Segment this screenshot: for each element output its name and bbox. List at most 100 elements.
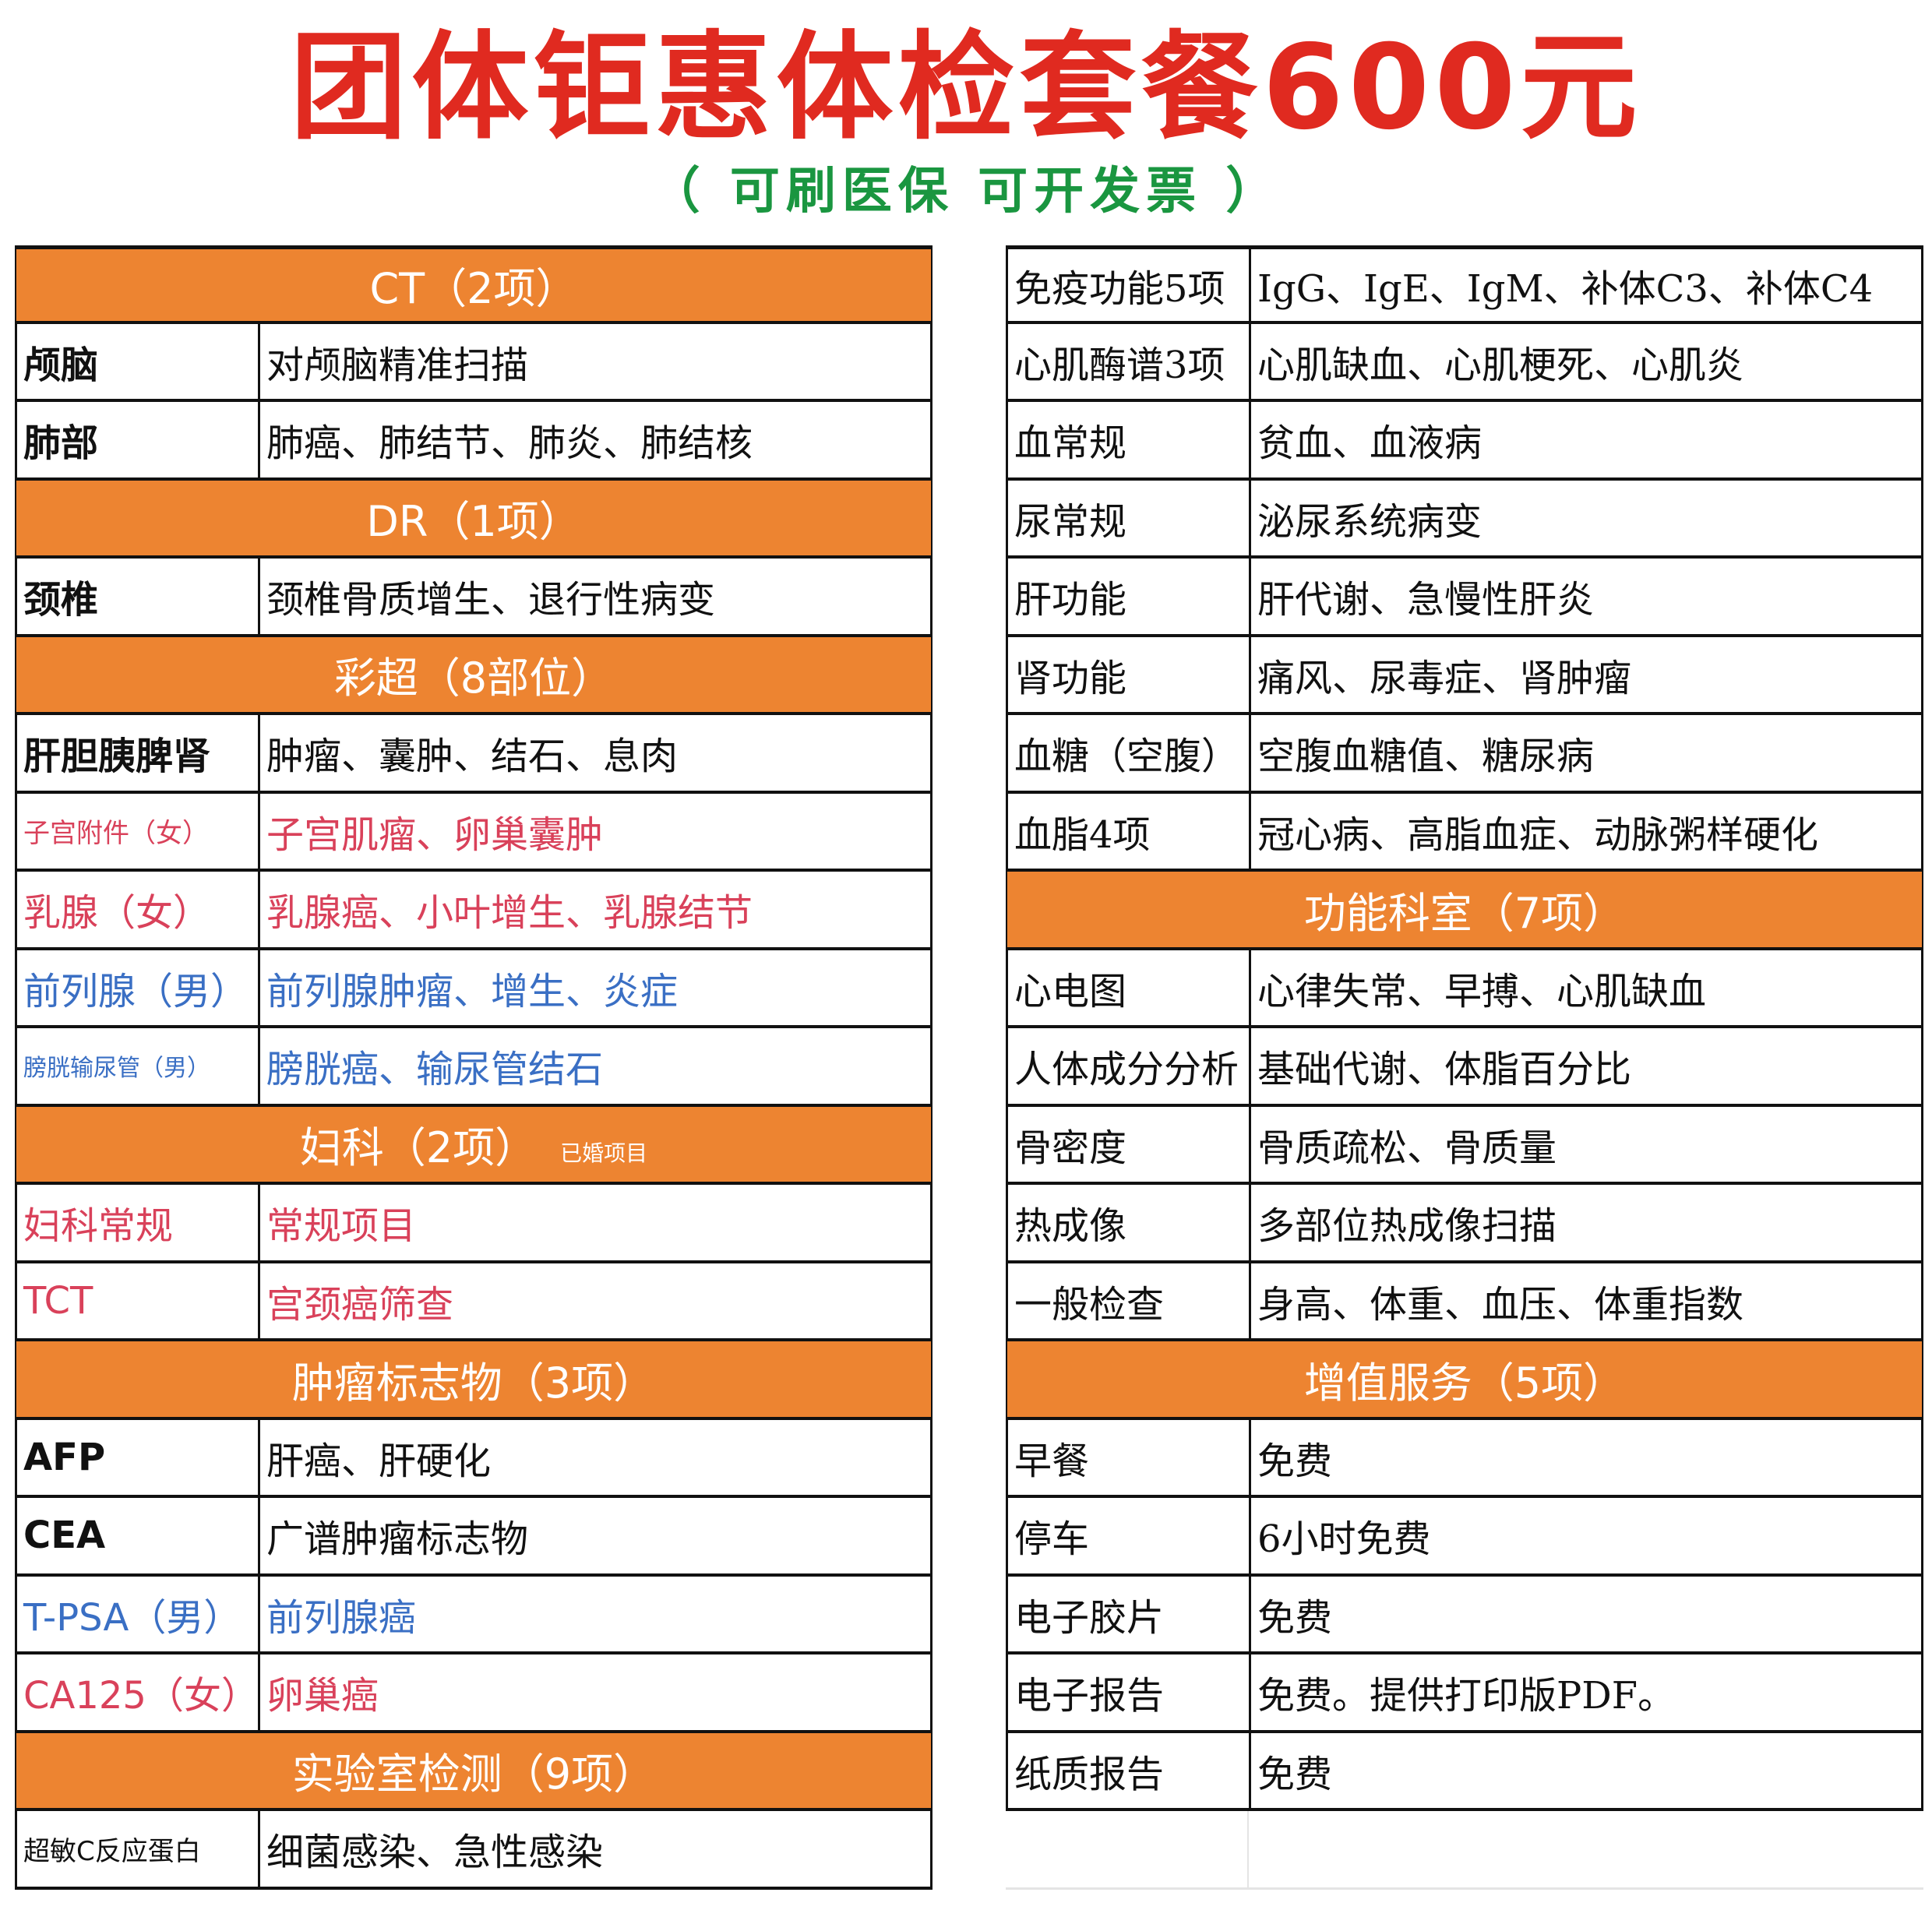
section-title: 实验室检测（9项） (291, 1750, 656, 1799)
item-description: 免费 (1257, 1439, 1333, 1483)
item-description: 膀胱癌、输尿管结石 (266, 1048, 604, 1092)
table-row: 血糖（空腹） 空腹血糖值、糖尿病 (1006, 715, 1923, 794)
item-description: 空腹血糖值、糖尿病 (1257, 735, 1595, 779)
item-name: 血脂4项 (1008, 793, 1251, 869)
item-name: 前列腺（男） (17, 950, 260, 1025)
table-row: 心肌酶谱3项 心肌缺血、心肌梗死、心肌炎 (1006, 323, 1923, 402)
item-description: IgG、IgE、IgM、补体C3、补体C4 (1257, 266, 1874, 311)
page-title: 团体钜惠体检套餐600元 (290, 20, 1642, 156)
item-description: 对颅脑精准扫描 (266, 343, 529, 387)
item-name: 热成像 (1008, 1185, 1251, 1260)
item-name: TCT (17, 1263, 260, 1338)
item-name: 超敏C反应蛋白 (17, 1811, 260, 1887)
item-name: 颈椎 (17, 559, 260, 634)
item-description: 前列腺癌 (266, 1595, 417, 1640)
table-row: 热成像 多部位热成像扫描 (1006, 1185, 1923, 1263)
item-description: 基础代谢、体脂百分比 (1257, 1048, 1632, 1092)
table-row: 电子胶片 免费 (1006, 1576, 1923, 1654)
item-name: 尿常规 (1008, 480, 1251, 555)
table-row: 颅脑 对颅脑精准扫描 (15, 323, 933, 402)
item-name: AFP (17, 1419, 260, 1495)
item-description: 痛风、尿毒症、肾肿瘤 (1257, 656, 1632, 700)
section-note: 已婚项目 (560, 1140, 648, 1166)
item-description: 乳腺癌、小叶增生、乳腺结节 (266, 891, 753, 936)
item-name: 人体成分分析 (1008, 1028, 1251, 1104)
item-name: 骨密度 (1008, 1106, 1251, 1182)
item-name: 停车 (1008, 1498, 1251, 1573)
section-header: 妇科（2项） 已婚项目 (15, 1106, 933, 1185)
table-row: 一般检查 身高、体重、血压、体重指数 (1006, 1263, 1923, 1341)
table-row: 电子报告 免费。提供打印版PDF。 (1006, 1654, 1923, 1733)
item-description: 宫颈癌筛查 (266, 1282, 454, 1327)
item-name: CEA (17, 1498, 260, 1573)
item-name: 乳腺（女） (17, 872, 260, 947)
item-name: 肺部 (17, 402, 260, 477)
table-row: 超敏C反应蛋白 细菌感染、急性感染 (15, 1811, 933, 1890)
section-title: 增值服务（5项） (1303, 1358, 1626, 1408)
left-table: CT（2项） 颅脑 对颅脑精准扫描 肺部 肺癌、肺结节、肺炎、肺结核 DR（1项） 颈椎 颈椎… (15, 245, 933, 1890)
section-header: CT（2项） (15, 245, 933, 324)
item-name: 电子胶片 (1008, 1576, 1251, 1651)
table-row: 心电图 心律失常、早搏、心肌缺血 (1006, 950, 1923, 1028)
item-description: 冠心病、高脂血症、动脉粥样硬化 (1257, 812, 1819, 857)
item-name: 血糖（空腹） (1008, 715, 1251, 791)
item-description: 心律失常、早搏、心肌缺血 (1257, 969, 1707, 1013)
item-name: 心电图 (1008, 950, 1251, 1025)
item-name: 一般检查 (1008, 1263, 1251, 1338)
right-table: 免疫功能5项 IgG、IgE、IgM、补体C3、补体C4 心肌酶谱3项 心肌缺血、心肌… (1006, 245, 1923, 1890)
table-row: 停车 6小时免费 (1006, 1498, 1923, 1577)
item-description: 卵巢癌 (266, 1674, 379, 1718)
section-title: 妇科（2项） (299, 1123, 538, 1173)
item-name: CA125（女） (17, 1654, 260, 1730)
table-row: 妇科常规 常规项目 (15, 1185, 933, 1263)
table-row: 肝胆胰脾肾 肿瘤、囊肿、结石、息肉 (15, 715, 933, 794)
table-row: AFP 肝癌、肝硬化 (15, 1419, 933, 1498)
section-title: CT（2项） (369, 264, 578, 314)
section-title: 功能科室（7项） (1303, 888, 1626, 938)
item-name: 纸质报告 (1008, 1732, 1251, 1808)
item-name: 颅脑 (17, 323, 260, 399)
table-row: 血脂4项 冠心病、高脂血症、动脉粥样硬化 (1006, 793, 1923, 872)
item-description: 免费。提供打印版PDF。 (1257, 1674, 1676, 1718)
table-row: 免疫功能5项 IgG、IgE、IgM、补体C3、补体C4 (1006, 245, 1923, 324)
item-description: 心肌缺血、心肌梗死、心肌炎 (1257, 343, 1744, 387)
section-header: 实验室检测（9项） (15, 1732, 933, 1811)
item-name: 子宫附件（女） (17, 793, 260, 869)
section-header: 彩超（8部位） (15, 636, 933, 715)
item-description: 常规项目 (266, 1204, 417, 1249)
item-description: 肺癌、肺结节、肺炎、肺结核 (266, 421, 753, 466)
item-description: 颈椎骨质增生、退行性病变 (266, 578, 716, 622)
table-row: 前列腺（男） 前列腺肿瘤、增生、炎症 (15, 950, 933, 1028)
section-title: 彩超（8部位） (333, 654, 614, 703)
table-row: 颈椎 颈椎骨质增生、退行性病变 (15, 559, 933, 637)
item-description: 多部位热成像扫描 (1257, 1204, 1557, 1249)
item-name: 早餐 (1008, 1419, 1251, 1495)
item-name: 肾功能 (1008, 636, 1251, 712)
item-description: 广谱肿瘤标志物 (266, 1517, 529, 1562)
item-name: 心肌酶谱3项 (1008, 323, 1251, 399)
item-name: 肝胆胰脾肾 (17, 715, 260, 791)
table-row: 肝功能 肝代谢、急慢性肝炎 (1006, 559, 1923, 637)
section-title: DR（1项） (366, 497, 581, 547)
item-description: 子宫肌瘤、卵巢囊肿 (266, 812, 604, 857)
item-description: 前列腺肿瘤、增生、炎症 (266, 969, 679, 1013)
item-name: 妇科常规 (17, 1185, 260, 1260)
item-name: 膀胱输尿管（男） (17, 1028, 260, 1104)
table-row: 膀胱输尿管（男） 膀胱癌、输尿管结石 (15, 1028, 933, 1107)
table-row: 尿常规 泌尿系统病变 (1006, 480, 1923, 559)
item-description: 泌尿系统病变 (1257, 499, 1482, 544)
item-description: 肿瘤、囊肿、结石、息肉 (266, 735, 679, 779)
page-subtitle: （ 可刷医保 可开发票 ） (650, 163, 1282, 220)
table-row: 骨密度 骨质疏松、骨质量 (1006, 1106, 1923, 1185)
table-row: CA125（女） 卵巢癌 (15, 1654, 933, 1733)
item-description: 细菌感染、急性感染 (266, 1831, 604, 1875)
table-row: 纸质报告 免费 (1006, 1732, 1923, 1811)
table-row: 乳腺（女） 乳腺癌、小叶增生、乳腺结节 (15, 872, 933, 950)
table-row: 早餐 免费 (1006, 1419, 1923, 1498)
section-header: 肿瘤标志物（3项） (15, 1341, 933, 1420)
item-description: 身高、体重、血压、体重指数 (1257, 1282, 1744, 1327)
item-name: T-PSA（男） (17, 1576, 260, 1651)
empty-cell (1006, 1811, 1249, 1887)
table-row: T-PSA（男） 前列腺癌 (15, 1576, 933, 1654)
table-row: CEA 广谱肿瘤标志物 (15, 1498, 933, 1577)
